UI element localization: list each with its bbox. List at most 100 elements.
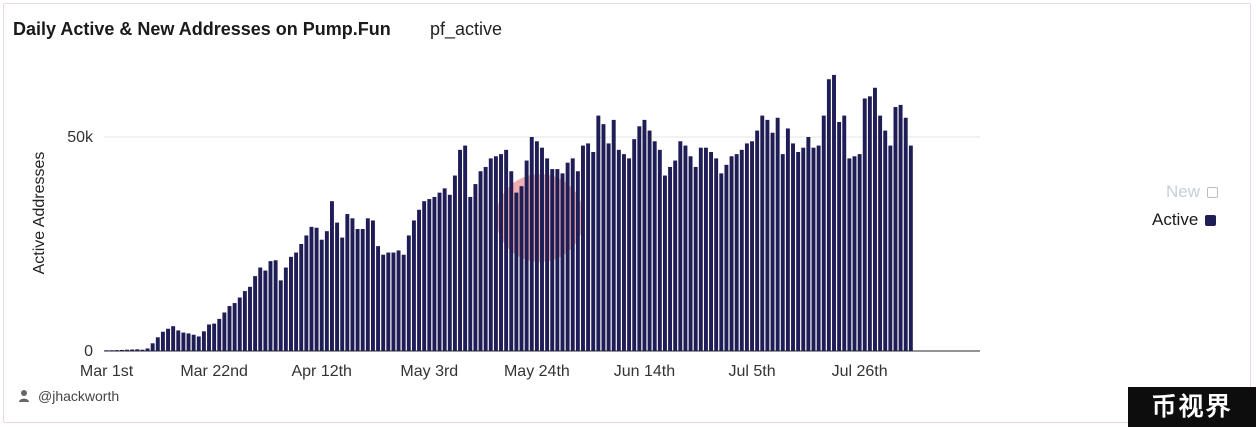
active-bar[interactable]: [340, 237, 345, 351]
active-bar[interactable]: [637, 126, 642, 351]
active-bar[interactable]: [314, 227, 319, 351]
active-bar[interactable]: [678, 141, 683, 351]
active-bar[interactable]: [878, 115, 883, 351]
active-bar[interactable]: [171, 326, 176, 351]
active-bar[interactable]: [770, 132, 775, 351]
active-bar[interactable]: [488, 158, 493, 351]
active-bar[interactable]: [217, 318, 222, 351]
active-bar[interactable]: [791, 143, 795, 351]
active-bar[interactable]: [908, 145, 913, 351]
active-bar[interactable]: [545, 158, 550, 351]
active-bar[interactable]: [760, 115, 765, 351]
active-bar[interactable]: [222, 312, 227, 351]
active-bar[interactable]: [627, 158, 632, 351]
active-bar[interactable]: [529, 137, 534, 351]
active-bar[interactable]: [350, 218, 355, 351]
active-bar[interactable]: [703, 147, 708, 351]
active-bar[interactable]: [411, 220, 416, 351]
active-bar[interactable]: [714, 158, 719, 351]
active-bar[interactable]: [832, 74, 836, 351]
active-bar[interactable]: [683, 145, 688, 351]
active-bar[interactable]: [437, 192, 442, 351]
active-bar[interactable]: [888, 145, 893, 351]
active-bar[interactable]: [785, 128, 790, 351]
active-bar[interactable]: [616, 149, 621, 351]
active-bar[interactable]: [806, 137, 811, 351]
active-bar[interactable]: [268, 261, 273, 351]
active-bar[interactable]: [263, 270, 268, 351]
active-bar[interactable]: [135, 349, 140, 351]
active-bar[interactable]: [273, 260, 278, 351]
active-bar[interactable]: [816, 145, 821, 351]
active-bar[interactable]: [493, 156, 498, 351]
active-bar[interactable]: [657, 149, 662, 351]
active-bar[interactable]: [432, 196, 437, 351]
active-bar[interactable]: [376, 246, 381, 351]
active-bar[interactable]: [442, 188, 447, 351]
active-bar[interactable]: [586, 143, 591, 351]
active-bar[interactable]: [550, 169, 555, 351]
active-bar[interactable]: [575, 171, 580, 351]
active-bar[interactable]: [601, 124, 606, 351]
active-bar[interactable]: [386, 252, 391, 351]
active-bar[interactable]: [289, 256, 293, 351]
active-bar[interactable]: [406, 235, 411, 351]
active-bar[interactable]: [842, 115, 847, 351]
active-bar[interactable]: [427, 199, 432, 351]
active-bar[interactable]: [125, 349, 130, 351]
active-bar[interactable]: [196, 336, 201, 351]
active-bar[interactable]: [212, 323, 217, 351]
active-bar[interactable]: [857, 154, 862, 351]
active-bar[interactable]: [662, 175, 667, 351]
active-bar[interactable]: [253, 276, 258, 351]
active-bar[interactable]: [729, 156, 734, 351]
active-bar[interactable]: [452, 175, 457, 351]
active-bar[interactable]: [145, 348, 150, 351]
active-bar[interactable]: [447, 194, 452, 351]
active-bar[interactable]: [744, 143, 749, 351]
active-bar[interactable]: [709, 151, 714, 351]
active-bar[interactable]: [499, 154, 503, 351]
active-bar[interactable]: [898, 104, 903, 352]
active-bar[interactable]: [652, 141, 657, 351]
active-bar[interactable]: [765, 119, 770, 351]
active-bar[interactable]: [724, 164, 729, 351]
active-bar[interactable]: [811, 147, 816, 351]
active-bar[interactable]: [775, 117, 780, 352]
active-bar[interactable]: [780, 154, 785, 351]
active-bar[interactable]: [160, 331, 165, 351]
active-bar[interactable]: [524, 160, 529, 351]
active-bar[interactable]: [570, 158, 575, 351]
active-bar[interactable]: [422, 201, 427, 351]
active-bar[interactable]: [391, 252, 396, 351]
active-bar[interactable]: [130, 349, 135, 351]
author-credit[interactable]: @jhackworth: [18, 388, 119, 404]
active-bar[interactable]: [258, 267, 263, 351]
active-bar[interactable]: [560, 173, 565, 351]
active-bar[interactable]: [319, 239, 324, 351]
legend-active[interactable]: Active: [1152, 210, 1217, 230]
active-bar[interactable]: [330, 201, 334, 351]
active-bar[interactable]: [734, 154, 739, 351]
active-bar[interactable]: [309, 226, 314, 351]
active-bar[interactable]: [483, 166, 488, 351]
active-bar[interactable]: [370, 220, 375, 351]
active-bar[interactable]: [417, 209, 422, 351]
active-bar[interactable]: [468, 196, 473, 351]
active-bar[interactable]: [698, 147, 703, 351]
active-bar[interactable]: [555, 169, 560, 351]
active-bar[interactable]: [821, 115, 826, 351]
active-bar[interactable]: [248, 286, 252, 351]
active-bar[interactable]: [622, 154, 626, 351]
active-bar[interactable]: [801, 147, 806, 351]
active-bar[interactable]: [365, 218, 370, 351]
active-bar[interactable]: [232, 303, 237, 351]
active-bar[interactable]: [473, 184, 478, 351]
active-bar[interactable]: [140, 349, 145, 351]
active-bar[interactable]: [606, 143, 611, 351]
active-bar[interactable]: [867, 96, 872, 351]
active-bar[interactable]: [186, 333, 191, 351]
active-bar[interactable]: [355, 229, 360, 351]
active-bar[interactable]: [478, 171, 483, 351]
active-bar[interactable]: [396, 250, 401, 351]
